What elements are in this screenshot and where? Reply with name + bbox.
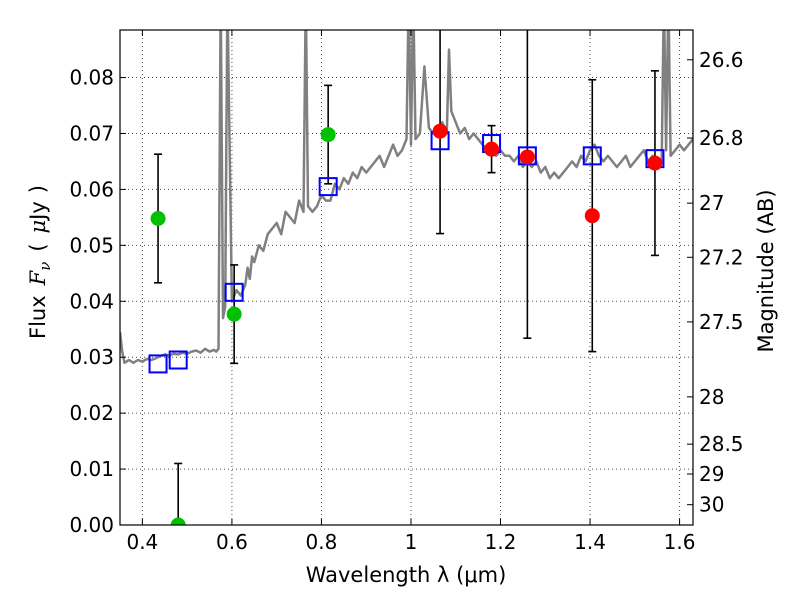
y-axis-label-subscript: ν [36,262,54,271]
model-square [168,350,188,370]
mag-tick-label: 26.6 [699,48,744,72]
y-tick-label: 0.08 [69,66,114,90]
y-axis-label-unit: Jy [26,201,50,222]
mag-tick-label: 28.5 [699,432,744,456]
y-tick-label: 0.00 [69,513,114,537]
y-axis-label-mu: μ [26,220,50,234]
photometry-point [519,149,535,165]
ticks: 0.4 0.6 0.8 1 1.2 1.4 1.6 0.00 0.01 0.02 0.03 0.04 0… [69,30,744,554]
x-tick-label: 0.6 [216,530,248,554]
x-tick-label: 0.4 [126,530,158,554]
mag-tick-label: 28 [699,385,724,409]
mag-tick-label: 27.2 [699,245,744,269]
photometry-point [170,517,186,525]
spectrum-line [120,30,693,365]
photometry-point [484,141,500,157]
y-tick-label: 0.04 [69,289,114,313]
mag-tick-label: 26.8 [699,126,744,150]
mag-tick-label: 27 [699,191,724,215]
photometry-point [432,123,448,139]
y-axis-label-prefix: Flux [26,295,50,339]
x-tick-label: 1 [405,530,418,554]
mag-tick-label: 27.5 [699,310,744,334]
photometry-point [226,306,242,322]
photometry-point [647,155,663,171]
axes [119,29,694,526]
y-axis-label: Flux Fν ( μJy) [26,185,54,339]
y-tick-label: 0.02 [69,401,114,425]
grid [120,30,693,526]
mag-tick-label: 29 [699,462,724,486]
y-axis-label-symbol: F [26,269,50,286]
model-square [224,282,244,302]
model-square [318,177,338,197]
right-y-axis-label: Magnitude (AB) [754,189,778,352]
plot-frame [119,29,694,526]
model-square [148,354,168,374]
x-tick-label: 1.2 [485,530,517,554]
y-tick-label: 0.01 [69,457,114,481]
y-tick-label: 0.06 [69,177,114,201]
y-tick-label: 0.07 [69,121,114,145]
mag-tick-label: 30 [699,493,724,517]
y-axis-label-open: ( [26,243,50,251]
x-tick-label: 1.6 [664,530,696,554]
photometry-point [150,210,166,226]
y-axis-label-close: ) [26,185,50,193]
y-tick-label: 0.05 [69,233,114,257]
photometry-point [584,208,600,224]
x-tick-label: 1.4 [574,530,606,554]
x-tick-label: 0.8 [306,530,338,554]
y-tick-label: 0.03 [69,345,114,369]
model-square [582,146,602,166]
x-axis-label: Wavelength λ (μm) [306,563,507,587]
photometry-point [320,127,336,143]
series-layer [120,30,693,525]
